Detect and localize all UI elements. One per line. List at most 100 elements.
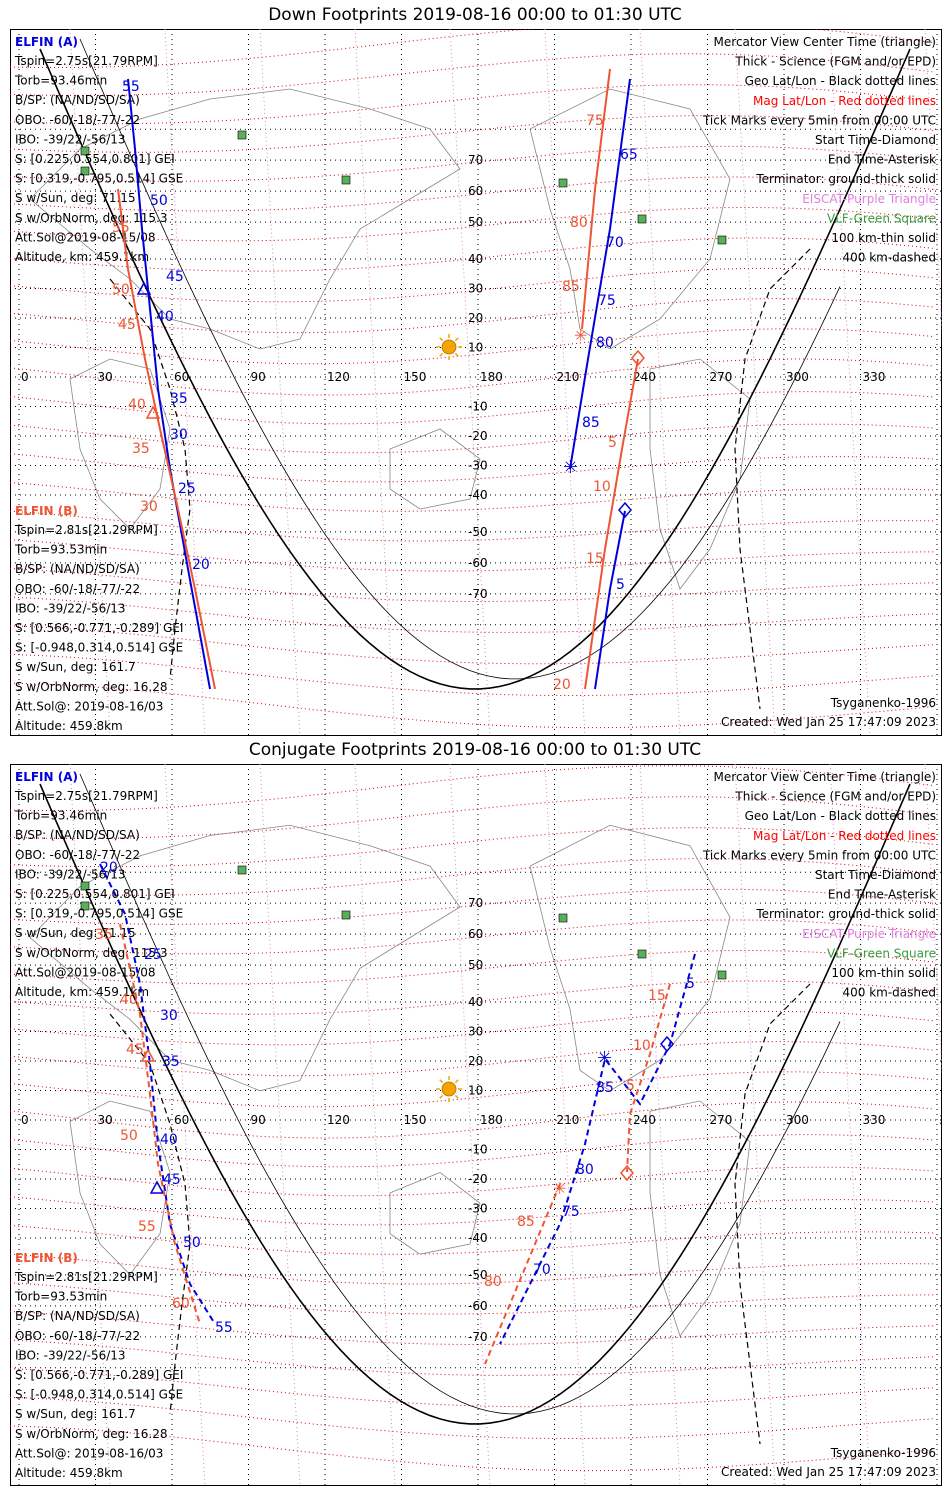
longitude-label: 150 — [404, 1113, 427, 1127]
elfin-b-track-east — [626, 983, 671, 1173]
elfin-b-param: Tspin=2.81s[21.29RPM] — [14, 1270, 158, 1284]
elfin-a-tick-label: 70 — [533, 1262, 551, 1278]
elfin-b-tick-label: 20 — [553, 677, 571, 693]
longitude-label: 360 — [939, 1113, 942, 1127]
longitude-label: 30 — [98, 1113, 113, 1127]
elfin-b-tick-label: 55 — [112, 220, 130, 236]
vlf-station-marker — [341, 910, 351, 920]
elfin-b-param: S: [0.566,-0.771,-0.289] GEI — [15, 621, 183, 635]
legend-entry: 400 km-dashed — [842, 986, 936, 1000]
coastline — [69, 1100, 171, 1276]
latitude-label: -50 — [468, 1268, 488, 1282]
elfin-b-param: Tspin=2.81s[21.29RPM] — [14, 523, 158, 537]
elfin-b-param: Altitude: 459.8km — [15, 719, 123, 733]
sun-ray — [454, 352, 459, 357]
sun-ray — [439, 1079, 444, 1084]
sun-ray — [454, 1079, 459, 1084]
latitude-label: -60 — [468, 556, 488, 570]
elfin-b-param: Att.Sol@: 2019-08-16/03 — [15, 1446, 163, 1460]
terminator-ground — [39, 783, 911, 1425]
elfin-b-param: B/SP: (NA/ND/SD/SA) — [15, 1309, 140, 1323]
elfin-a-end-asterisk: ✳ — [597, 1048, 612, 1069]
legend-entry: Mercator View Center Time (triangle) — [714, 770, 936, 784]
elfin-a-track-east — [499, 953, 696, 1345]
longitude-label: 360 — [939, 370, 942, 384]
latitude-label: 50 — [468, 215, 483, 229]
latitude-label: -20 — [468, 1172, 488, 1186]
elfin-b-tick-label: 75 — [586, 113, 604, 129]
latitude-label: 10 — [468, 1084, 483, 1098]
mag-latitude-line — [10, 1166, 935, 1197]
elfin-a-track-south — [594, 510, 626, 690]
elfin-a-label: ELFIN (A) — [15, 770, 78, 784]
coastline — [29, 824, 461, 1092]
sun-ray — [454, 337, 459, 342]
vlf-station-marker — [558, 178, 568, 188]
elfin-b-tick-label: 85 — [517, 1214, 535, 1230]
elfin-a-tick-label: 25 — [178, 481, 196, 497]
longitude-label: 240 — [633, 370, 656, 384]
terminator-400km-west — [109, 1013, 191, 1415]
legend-entry: Mag Lat/Lon - Red dotted lines — [753, 94, 936, 108]
elfin-a-param: Altitude, km: 459.1km — [15, 250, 149, 264]
elfin-b-param: S: [-0.948,0.314,0.514] GSE — [15, 1388, 183, 1402]
elfin-b-tick-label: 85 — [562, 279, 580, 295]
elfin-a-param: S: [0.319,-0.795,0.514] GSE — [15, 172, 183, 186]
elfin-a-tick-label: 45 — [166, 269, 184, 285]
legend-entry: Geo Lat/Lon - Black dotted lines — [745, 809, 936, 823]
elfin-b-param: S w/Sun, deg: 161.7 — [15, 1407, 136, 1421]
longitude-label: 240 — [633, 1113, 656, 1127]
latitude-label: 60 — [468, 927, 483, 941]
elfin-a-tick-label: 80 — [596, 335, 614, 351]
vlf-station-marker — [237, 130, 247, 140]
mag-meridian — [639, 764, 681, 1486]
longitude-label: 120 — [327, 1113, 350, 1127]
elfin-a-param: Torb=93.46min — [14, 74, 107, 88]
mag-latitude-line — [10, 328, 935, 365]
coastline — [389, 428, 481, 510]
sun-ray — [439, 1094, 444, 1099]
elfin-a-tick-label: 45 — [163, 1172, 181, 1188]
elfin-b-tick-label: 80 — [484, 1274, 502, 1290]
elfin-a-param: S w/Sun, deg: 71.15 — [15, 191, 136, 205]
elfin-b-tick-label: 10 — [633, 1038, 651, 1054]
vlf-station-marker — [237, 865, 247, 875]
elfin-b-tick-label: 60 — [172, 1296, 190, 1312]
terminator-400km — [734, 248, 811, 710]
elfin-b-param: OBO: -60/-18/-77/-22 — [15, 582, 140, 596]
latitude-label: 20 — [468, 1054, 483, 1068]
coastline — [389, 1172, 481, 1255]
mag-meridian — [449, 764, 491, 1486]
elfin-a-track-east — [569, 78, 631, 470]
latitude-label: 50 — [468, 958, 483, 972]
elfin-b-end-asterisk: ✳ — [574, 326, 587, 345]
mag-meridian — [829, 764, 871, 1486]
elfin-b-start-diamond — [620, 1164, 634, 1182]
panel-title-down: Down Footprints 2019-08-16 00:00 to 01:3… — [268, 5, 682, 25]
latitude-label: 70 — [468, 896, 483, 910]
longitude-label: 180 — [480, 1113, 503, 1127]
elfin-a-view-triangle — [136, 281, 152, 295]
elfin-b-tick-label: 80 — [570, 215, 588, 231]
elfin-a-tick-label: 55 — [215, 1320, 233, 1336]
latitude-label: 30 — [468, 1025, 483, 1039]
legend-entry: VLF-Green Square — [827, 211, 936, 225]
vlf-station-marker — [717, 970, 727, 980]
latitude-label: -40 — [468, 488, 488, 502]
coastline — [649, 1100, 751, 1337]
longitude-label: 90 — [251, 1113, 266, 1127]
latitude-label: 60 — [468, 184, 483, 198]
mag-latitude-line — [10, 1196, 935, 1226]
elfin-a-tick-label: 40 — [160, 1132, 178, 1148]
model-label: Tsyganenko-1996 — [830, 696, 936, 710]
mag-latitude-line — [10, 682, 935, 729]
longitude-label: 60 — [174, 370, 189, 384]
elfin-a-param: Tspin=2.75s[21.79RPM] — [14, 789, 158, 803]
legend-entry: 100 km-thin solid — [831, 966, 936, 980]
mag-meridian — [164, 764, 206, 1486]
latitude-label: -30 — [468, 459, 488, 473]
elfin-a-tick-label: 40 — [156, 309, 174, 325]
legend-entry: Tick Marks every 5min from 00:00 UTC — [702, 113, 936, 127]
longitude-label: 270 — [710, 1113, 733, 1127]
elfin-b-start-diamond — [631, 349, 645, 367]
